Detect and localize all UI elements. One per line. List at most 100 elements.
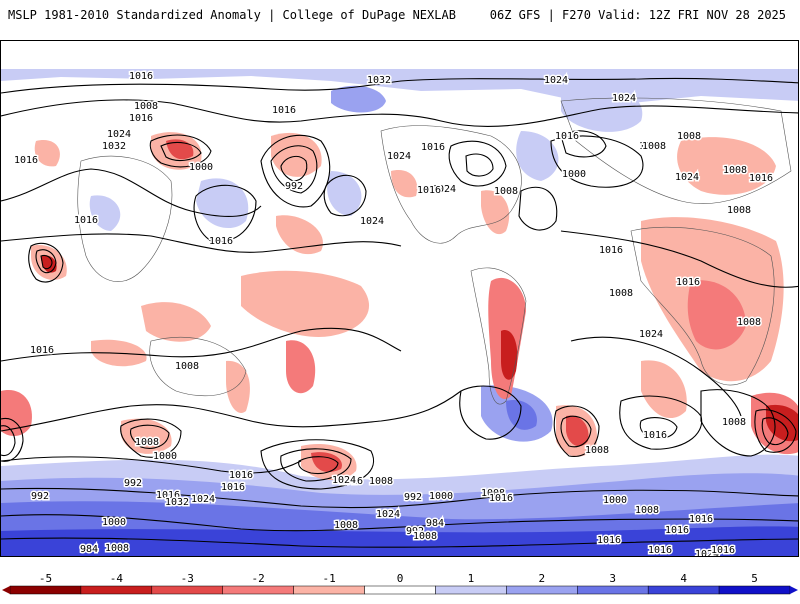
isobar-label: 1016 (711, 545, 735, 556)
isobar-label: 1016 (639, 141, 663, 152)
isobar-label: 1008 (609, 288, 633, 299)
isobar-label: 1016 (421, 142, 445, 153)
isobar-label: 1016 (129, 71, 153, 82)
isobar-label: 1008 (369, 476, 393, 487)
isobar-label: 1024 (639, 329, 663, 340)
colorbar-tick-label: 2 (539, 572, 546, 585)
colorbar-tick-label: 1 (468, 572, 475, 585)
isobar-label: 1000 (189, 162, 213, 173)
colorbar-segment (364, 585, 436, 595)
colorbar-tick-label: 5 (751, 572, 758, 585)
colorbar-canvas: -5 -4 -3 -2 -1 0 1 2 3 4 5 (2, 572, 798, 595)
colorbar-segment (9, 585, 82, 595)
isobar-label: 1024 (432, 184, 456, 195)
isobar-label: 1024 (332, 475, 356, 486)
isobar-label: 1000 (429, 491, 453, 502)
positive-anomaly-shading (1, 69, 798, 556)
isobar-label: 1016 (489, 493, 513, 504)
isobar-label: 1008 (635, 505, 659, 516)
isobar-label: 984 (426, 518, 444, 529)
coastlines (77, 97, 792, 405)
colorbar-tick-label: 3 (609, 572, 616, 585)
isobar-label: 1008 (642, 141, 666, 152)
colorbar-segment (718, 585, 791, 595)
colorbar-tick-label: 4 (680, 572, 687, 585)
isobar-label: 1032 (165, 497, 189, 508)
isobar-label: 1024 (107, 129, 131, 140)
colorbar: -5 -4 -3 -2 -1 0 1 2 3 4 5 (0, 560, 800, 600)
isobar-label: 1032 (367, 75, 391, 86)
isobar-label: 1016 (597, 535, 621, 546)
isobar-labels: 1016100810161024103210161000992101610241… (12, 70, 774, 557)
isobar-label: 1016 (676, 277, 700, 288)
isobar-label: 1016 (643, 430, 667, 441)
isobar-label: 1000 (603, 495, 627, 506)
isobar-label: 1016 (665, 525, 689, 536)
isobar-label: 1008 (481, 488, 505, 499)
isobar-label: 1024 (387, 151, 411, 162)
isobar-label: 1016 (272, 105, 296, 116)
colorbar-tick-label: 0 (397, 572, 404, 585)
isobar-label: 1000 (562, 169, 586, 180)
anomaly-map: 1016 1008 1016 1024 1032 1016 1000 992 1016 1024 1… (0, 40, 799, 557)
isobar-label: 992 (406, 526, 424, 537)
isobar-label: 1016 (221, 482, 245, 493)
colorbar-ticks: -5 -4 -3 -2 -1 0 1 2 3 4 5 (39, 572, 758, 585)
isobar-label: 1016 (229, 470, 253, 481)
isobar-label: 1016 (74, 215, 98, 226)
isobar-label: 1024 (360, 216, 384, 227)
model-run-info: 06Z GFS | F270 Valid: 12Z FRI NOV 28 202… (489, 8, 786, 22)
isobar-label: 1016 (129, 113, 153, 124)
colorbar-segment (151, 585, 223, 595)
isobar-label: 1008 (722, 417, 746, 428)
isobar-label: 992 (404, 492, 422, 503)
colorbar-min-arrow (2, 586, 10, 594)
isobar-label: 1016 (749, 173, 773, 184)
colorbar-tick-label: -2 (252, 572, 265, 585)
isobar-label: 1024 (544, 75, 568, 86)
isobar-label: 1016 (30, 345, 54, 356)
isobar-label: 1016 (14, 155, 38, 166)
isobar-label: 1024 (695, 549, 719, 557)
isobar-label: 1008 (135, 437, 159, 448)
isobar-label: 1016 (599, 245, 623, 256)
isobar-label: 1000 (153, 451, 177, 462)
isobar-label: 1024 (376, 509, 400, 520)
colorbar-tick-label: -4 (110, 572, 124, 585)
colorbar-segment (647, 585, 720, 595)
isobar-label: 1008 (727, 205, 751, 216)
isobar-label: 1024 (612, 93, 636, 104)
isobar-label: 1032 (102, 141, 126, 152)
isobar-label: 992 (124, 478, 142, 489)
colorbar-segment (577, 585, 649, 595)
isobars (1, 77, 798, 548)
isobar-label: 1008 (494, 186, 518, 197)
isobar-label: 1008 (413, 531, 437, 542)
isobar-label: 1016 (339, 476, 363, 487)
isobar-label: 1016 (555, 131, 579, 142)
colorbar-tick-label: -1 (322, 572, 335, 585)
isobar-label: 1008 (585, 445, 609, 456)
isobar-label: 1024 (675, 172, 699, 183)
colorbar-segment (222, 585, 294, 595)
colorbar-segment (293, 585, 365, 595)
colorbar-tick-label: -3 (181, 572, 194, 585)
isobar-label: 1008 (175, 361, 199, 372)
colorbar-tick-label: -5 (39, 572, 52, 585)
isobar-label: 992 (31, 491, 49, 502)
isobar-label: 1016 (209, 236, 233, 247)
isobar-label: 1000 (102, 517, 126, 528)
colorbar-segment (80, 585, 153, 595)
isobar-label: 1016 (648, 545, 672, 556)
isobar-label: 1008 (723, 165, 747, 176)
isobar-label: 1008 (134, 101, 158, 112)
isobar-label: 1016 (417, 185, 441, 196)
colorbar-segments (2, 585, 798, 595)
isobar-label: 1016 (689, 514, 713, 525)
isobar-label: 1008 (105, 543, 129, 554)
colorbar-max-arrow (790, 586, 798, 594)
negative-anomaly-shading (1, 132, 798, 481)
isobar-label: 1008 (677, 131, 701, 142)
isobar-label: 1008 (334, 520, 358, 531)
isobar-label: 992 (285, 181, 303, 192)
